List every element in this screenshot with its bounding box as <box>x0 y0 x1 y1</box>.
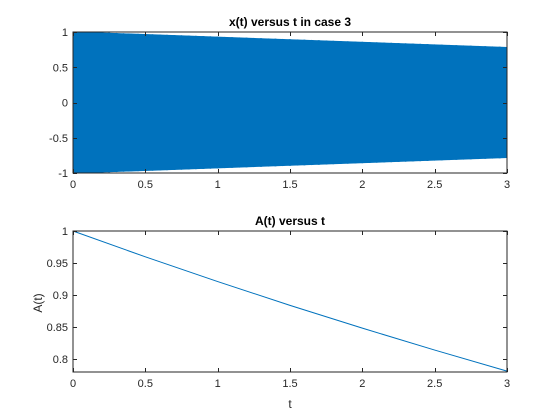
axes-bottom-xtick-label: 0 <box>70 378 76 390</box>
axes-bottom-xtick-label: 1.5 <box>282 378 297 390</box>
axes-bottom-xlabel: t <box>288 397 292 411</box>
axes-bottom-y-ticks: 0.8 0.85 0.9 0.95 1 <box>47 226 507 366</box>
axes-bottom-plot-area <box>72 230 508 372</box>
axes-top-ytick-label: -1 <box>58 168 68 180</box>
axes-top-xtick-label: 3 <box>504 179 510 191</box>
axes-top-xtick-label: 0 <box>70 179 76 191</box>
axes-bottom-xtick-label: 2.5 <box>427 378 442 390</box>
axes-top-xtick-label: 1.5 <box>282 179 297 191</box>
axes-bottom-title: A(t) versus t <box>255 214 325 228</box>
axes-bottom-x-ticks: 0 0.5 1 1.5 2 2.5 3 <box>70 231 510 390</box>
axes-bottom-background <box>73 231 507 372</box>
axes-bottom: A(t) versus t 0 0.5 1 1.5 2 2.5 3 0.80.850.90.… <box>31 214 510 411</box>
axes-bottom-xtick-label: 1 <box>215 378 221 390</box>
axes-top-x-ticks: 0 0.5 1 1.5 2 2.5 3 <box>70 32 510 191</box>
axes-top-xtick-label: 2.5 <box>427 179 442 191</box>
axes-bottom-ytick-label: 0.8 <box>53 354 68 366</box>
axes-top-xtick-label: 2 <box>359 179 365 191</box>
axes-top-xtick-label: 1 <box>215 179 221 191</box>
axes-bottom-xtick-label: 3 <box>504 378 510 390</box>
series-a-line <box>72 230 508 372</box>
axes-top: x(t) versus t in case 3 0 0.5 1 1.5 2 2.5 3 -1… <box>49 15 510 191</box>
axes-bottom-ytick-label: 1 <box>62 226 68 238</box>
axes-bottom-ytick-label: 0.95 <box>47 258 68 270</box>
axes-top-ytick-label: 1 <box>62 27 68 39</box>
axes-bottom-xtick-label: 2 <box>359 378 365 390</box>
axes-top-ytick-label: -0.5 <box>49 133 68 145</box>
axes-bottom-ylabel: A(t) <box>31 293 45 312</box>
axes-top-plot-area <box>72 31 508 174</box>
axes-top-ytick-label: 0.5 <box>53 62 68 74</box>
axes-bottom-ytick-label: 0.9 <box>53 290 68 302</box>
axes-bottom-ytick-label: 0.85 <box>47 322 68 334</box>
axes-top-ytick-label: 0 <box>62 98 68 110</box>
axes-bottom-xtick-label: 0.5 <box>138 378 153 390</box>
axes-top-title: x(t) versus t in case 3 <box>229 15 351 29</box>
axes-top-xtick-label: 0.5 <box>138 179 153 191</box>
series-x-envelope <box>72 31 508 174</box>
axes-top-y-ticks: -1 -0.5 0 0.5 1 <box>49 27 507 180</box>
